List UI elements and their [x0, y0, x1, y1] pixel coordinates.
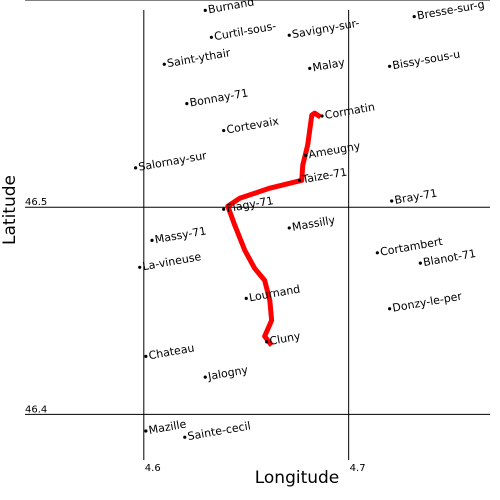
- town-point: [287, 33, 291, 37]
- town-label: Massy-71: [154, 224, 207, 246]
- town-label: Curtil-sous-: [213, 20, 277, 44]
- town-label: Ameugny: [307, 139, 361, 161]
- y-tick-label: 46.6: [25, 0, 47, 1]
- town-point: [304, 153, 308, 158]
- town-point: [265, 340, 269, 344]
- town-label: La-vineuse: [141, 250, 202, 273]
- town-label: Bray-71: [393, 187, 438, 207]
- town-label: Taize-71: [300, 166, 348, 187]
- town-label: Malay: [312, 56, 347, 75]
- town-point: [203, 8, 207, 12]
- town-point: [144, 354, 148, 358]
- town-point: [390, 199, 394, 203]
- town-point: [418, 261, 422, 265]
- town-point: [138, 265, 142, 269]
- town-point: [222, 128, 226, 133]
- town-point: [222, 207, 226, 211]
- x-axis-label: Longitude: [255, 468, 340, 488]
- town-label: Burnand: [207, 0, 255, 16]
- route-line: [225, 110, 322, 347]
- town-point: [203, 375, 207, 379]
- x-tick-label: 4.6: [145, 463, 161, 474]
- town-label: Savigny-sur-: [291, 17, 360, 42]
- town-label: Mazille: [148, 417, 188, 436]
- town-label: Lournand: [248, 283, 301, 305]
- town-label: Massilly: [291, 213, 336, 233]
- town-label: Saint-ythair: [166, 46, 232, 70]
- town-label: Cormatin: [324, 100, 376, 122]
- town-point: [320, 114, 324, 118]
- town-label: Bissy-sous-u: [391, 48, 461, 73]
- town-point: [388, 64, 392, 68]
- town-point: [134, 166, 138, 170]
- town-point: [375, 251, 379, 255]
- town-point: [297, 178, 302, 182]
- town-label: Bonnay-71: [189, 86, 250, 109]
- town-label: Cluny: [269, 329, 302, 347]
- town-label: Cortevaix: [225, 114, 280, 136]
- y-tick-label: 46.5: [25, 197, 47, 208]
- x-tick-label: 4.7: [350, 463, 366, 474]
- town-point: [388, 307, 392, 311]
- town-label: Chateau: [148, 341, 196, 362]
- town-label: Bresse-sur-g: [416, 0, 486, 22]
- town-point: [412, 14, 416, 19]
- town-point: [287, 226, 291, 230]
- town-point: [183, 435, 187, 439]
- town-point: [162, 62, 166, 66]
- town-point: [144, 429, 148, 433]
- town-label: Blanot-71: [422, 247, 477, 269]
- town-label: Flagy-71: [225, 194, 274, 215]
- town-label: Donzy-le-per: [391, 290, 463, 315]
- town-label: Jalogny: [206, 363, 249, 383]
- town-point: [308, 66, 312, 70]
- town-point: [150, 238, 154, 242]
- town-label: Salornay-sur: [137, 149, 208, 174]
- town-point: [244, 296, 248, 300]
- y-axis-label: Latitude: [0, 175, 20, 245]
- town-label: Sainte-cecil: [187, 419, 252, 443]
- town-point: [185, 102, 189, 106]
- town-point: [209, 35, 214, 39]
- y-tick-label: 46.4: [25, 404, 47, 415]
